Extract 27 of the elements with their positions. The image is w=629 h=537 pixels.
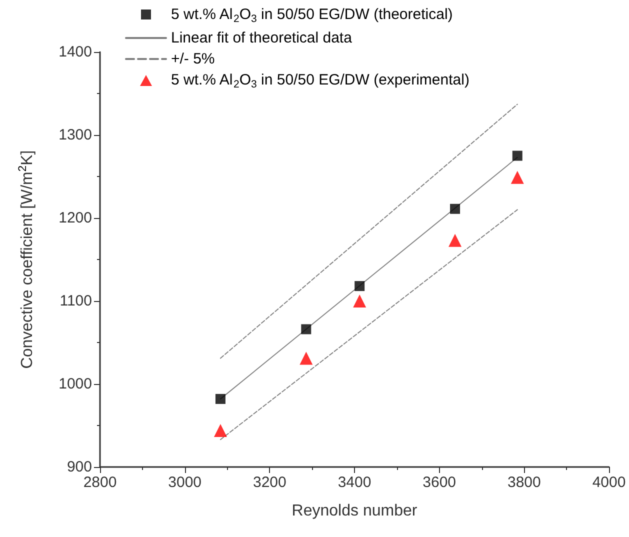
point — [448, 234, 462, 247]
x-tick-label: 2800 — [83, 474, 117, 491]
y-tick-label: 1200 — [58, 210, 92, 226]
point — [354, 281, 365, 292]
y-tick-label: 1400 — [58, 44, 92, 60]
x-tick-label: 3600 — [422, 474, 456, 491]
y-tick-label: 900 — [66, 458, 92, 476]
x-tick-label: 3800 — [507, 474, 541, 491]
point — [301, 324, 312, 334]
point — [510, 170, 524, 184]
y-axis-title: Convective coefficient [W/m2K] — [16, 150, 36, 369]
point — [214, 424, 227, 437]
x-tick-label: 3000 — [168, 474, 202, 491]
point — [215, 394, 226, 404]
legend-label: +/- 5% — [171, 50, 215, 68]
point — [353, 294, 366, 308]
point — [450, 204, 460, 214]
x-tick-label: 3200 — [252, 474, 286, 491]
point — [300, 352, 313, 365]
point — [512, 150, 522, 161]
y-tick-label: 1300 — [58, 126, 92, 144]
y-tick-label: 1100 — [60, 292, 92, 310]
y-tick-label: 1000 — [58, 376, 92, 392]
x-axis-title: Reynolds number — [292, 502, 418, 520]
x-tick-label: 4000 — [592, 474, 626, 491]
legend-label: Linear fit of theoretical data — [171, 30, 353, 46]
x-tick-label: 3400 — [338, 474, 372, 491]
